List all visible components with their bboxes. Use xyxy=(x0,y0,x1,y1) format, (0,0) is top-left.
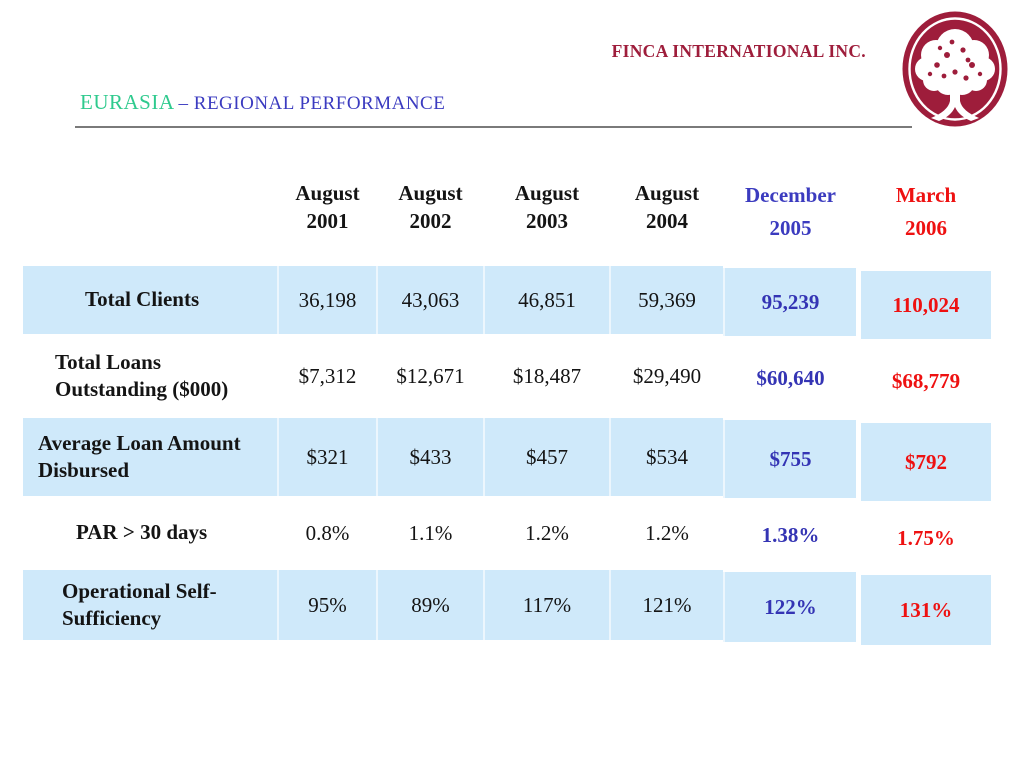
page-title-subtitle: – REGIONAL PERFORMANCE xyxy=(178,93,446,114)
value-cell: 131% xyxy=(856,575,991,645)
table-row: Operational Self-Sufficiency 95% 89% 117% 12… xyxy=(23,570,991,645)
table-row: Total Loans Outstanding ($000) $7,312 $12,… xyxy=(23,334,991,423)
header-corner-cell xyxy=(23,170,277,266)
column-header-december-2005: December 2005 xyxy=(723,170,856,266)
value-cell: 121% xyxy=(609,570,723,640)
value-cell: $12,671 xyxy=(376,334,483,418)
value-cell: $534 xyxy=(609,418,723,496)
value-cell: $18,487 xyxy=(483,334,609,418)
value-cell: 43,063 xyxy=(376,266,483,334)
column-header-august-2002: August 2002 xyxy=(376,170,483,266)
value-cell: 46,851 xyxy=(483,266,609,334)
value-cell: 36,198 xyxy=(277,266,376,334)
table-row: PAR > 30 days 0.8% 1.1% 1.2% 1.2% 1.38% 1.75% xyxy=(23,496,991,575)
finca-tree-logo-icon xyxy=(902,11,1008,127)
value-cell: 1.38% xyxy=(723,498,856,572)
value-cell: 1.1% xyxy=(376,496,483,570)
value-cell: 89% xyxy=(376,570,483,640)
company-name: FINCA INTERNATIONAL INC. xyxy=(611,41,866,61)
row-label: PAR > 30 days xyxy=(76,520,208,545)
column-header-august-2003: August 2003 xyxy=(483,170,609,266)
value-cell: $433 xyxy=(376,418,483,496)
value-cell: $7,312 xyxy=(277,334,376,418)
table-row: Average Loan Amount Disbursed $321 $433 $45… xyxy=(23,418,991,501)
value-cell: $457 xyxy=(483,418,609,496)
value-cell: $321 xyxy=(277,418,376,496)
value-cell: 95,239 xyxy=(723,268,856,336)
value-cell: $755 xyxy=(723,420,856,498)
column-header-august-2001: August 2001 xyxy=(277,170,376,266)
page-title-region: EURASIA xyxy=(80,90,175,114)
value-cell: 110,024 xyxy=(856,271,991,339)
value-cell: 95% xyxy=(277,570,376,640)
regional-performance-table: August 2001 August 2002 August 2003 August 2004… xyxy=(23,170,991,645)
table-header-row: August 2001 August 2002 August 2003 August 2004… xyxy=(23,170,991,266)
row-label: Average Loan Amount Disbursed xyxy=(23,418,277,496)
value-cell: $792 xyxy=(856,423,991,501)
value-cell: 0.8% xyxy=(277,496,376,570)
value-cell: $68,779 xyxy=(856,339,991,423)
column-header-august-2004: August 2004 xyxy=(609,170,723,266)
value-cell: $60,640 xyxy=(723,336,856,420)
page-title: EURASIA – REGIONAL PERFORMANCE xyxy=(80,90,445,115)
value-cell: 122% xyxy=(723,572,856,642)
value-cell: $29,490 xyxy=(609,334,723,418)
value-cell: 117% xyxy=(483,570,609,640)
title-divider xyxy=(75,126,912,128)
row-label: Total Clients xyxy=(23,266,277,334)
value-cell: 1.2% xyxy=(483,496,609,570)
value-cell: 1.75% xyxy=(856,501,991,575)
value-cell: 1.2% xyxy=(609,496,723,570)
column-header-march-2006: March 2006 xyxy=(856,170,991,266)
value-cell: 59,369 xyxy=(609,266,723,334)
table-row: Total Clients 36,198 43,063 46,851 59,369 95,… xyxy=(23,266,991,339)
row-label: Total Loans Outstanding ($000) xyxy=(55,349,229,401)
row-label: Operational Self-Sufficiency xyxy=(23,570,277,640)
